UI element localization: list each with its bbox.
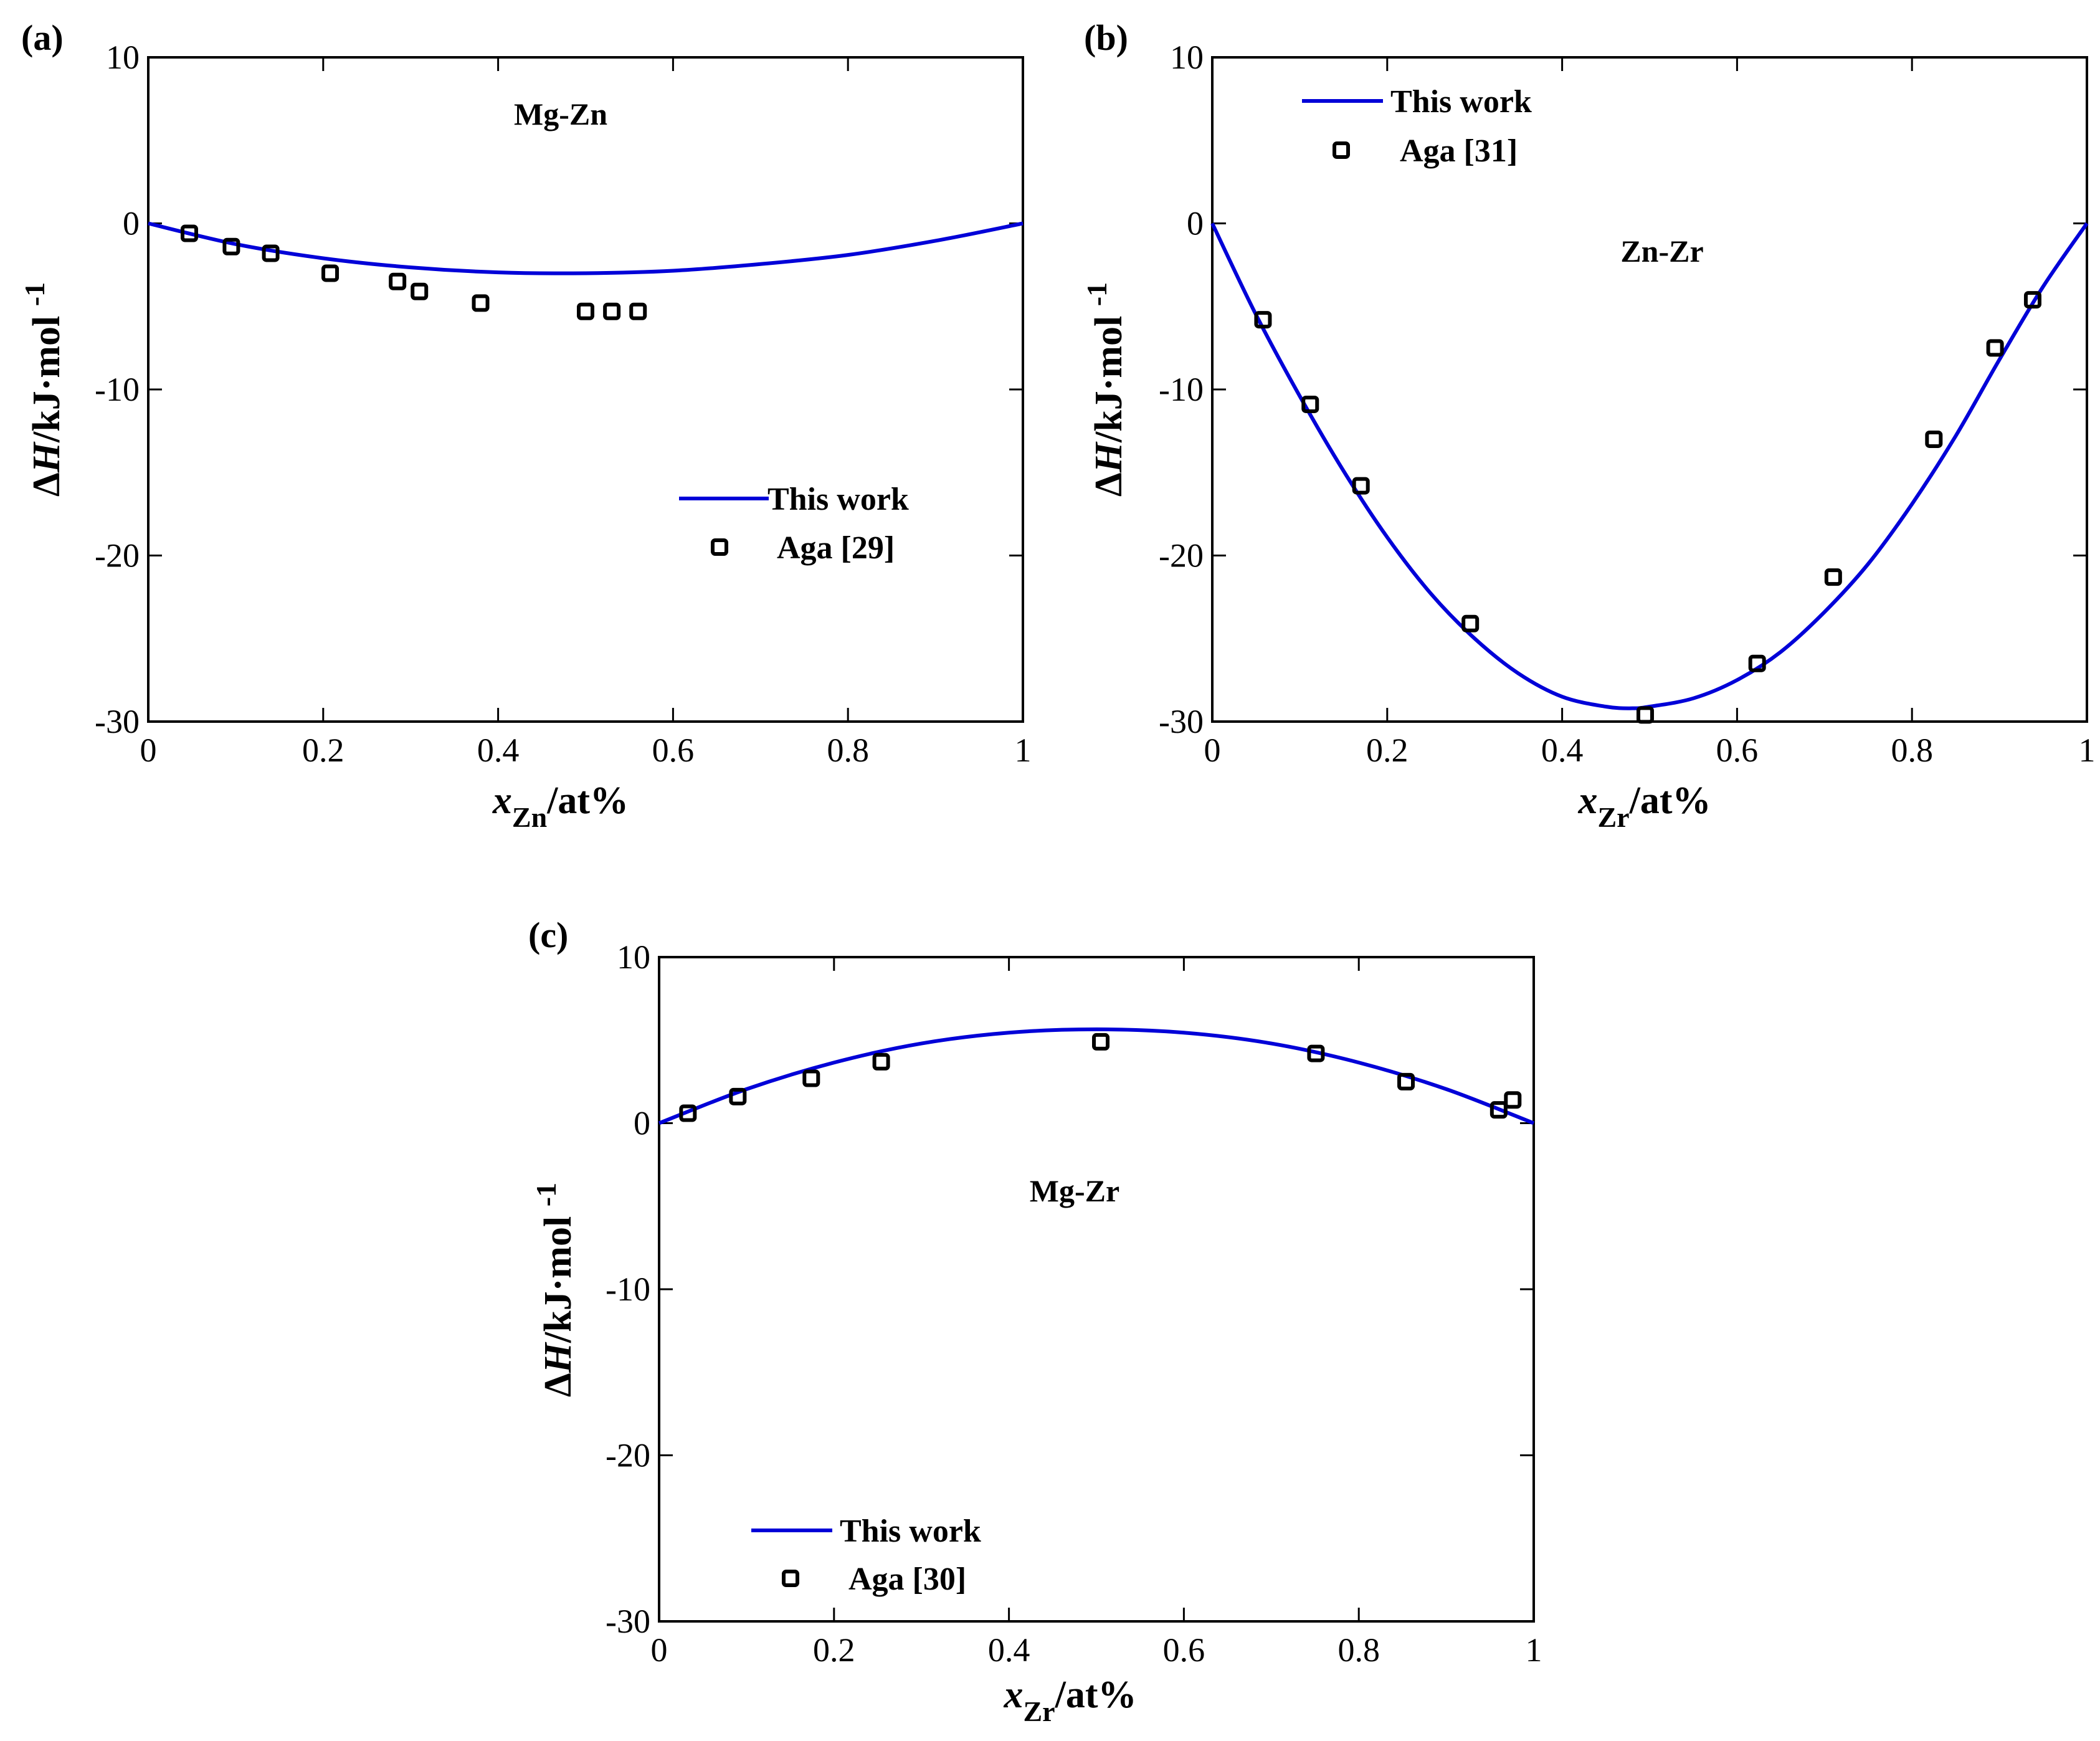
x-tick-label: 0.8	[827, 732, 869, 769]
chart-panel-2: (b) 0 0.2 0.4 0.6 0.8 1 10 0 -10 -20 -30 Zn-Zr This w…	[1081, 17, 2096, 833]
experimental-point	[472, 294, 490, 312]
legend-marker-swatch	[782, 1570, 799, 1587]
x-tick-label: 1	[1526, 1631, 1542, 1669]
system-annotation: Zn-Zr	[1620, 234, 1703, 269]
model-curve-line	[1210, 222, 2089, 710]
experimental-point	[1925, 430, 1943, 448]
y-axis-label: ΔH/kJ·mol -1	[1081, 282, 1130, 497]
legend-marker-label: Aga [29]	[777, 530, 895, 566]
x-tick-label: 0.2	[813, 1631, 855, 1669]
legend-line-label: This work	[840, 1514, 981, 1549]
experimental-point	[1986, 339, 2004, 357]
x-tick-label: 0	[651, 1631, 668, 1669]
legend-marker-swatch	[1333, 141, 1350, 159]
y-tick-label: 10	[1170, 39, 1204, 76]
experimental-point	[321, 264, 340, 282]
y-tick-label: -10	[1159, 371, 1204, 408]
experimental-point	[1824, 568, 1842, 586]
experimental-point	[1307, 1044, 1325, 1062]
y-tick-label: -30	[95, 703, 140, 740]
y-tick-label: -20	[95, 537, 140, 575]
x-tick-label: 0.4	[1541, 732, 1584, 769]
legend: This work Aga [29]	[679, 482, 909, 566]
x-axis-label: xZr/at%	[1578, 780, 1711, 833]
x-tick-label: 0	[140, 732, 157, 769]
y-axis-label: ΔH/kJ·mol -1	[19, 282, 68, 497]
experimental-point	[262, 244, 280, 262]
experimental-point	[577, 302, 594, 320]
experimental-point	[1352, 477, 1370, 495]
y-tick-label: 0	[634, 1105, 650, 1142]
experimental-point	[1636, 706, 1654, 724]
x-tick-label: 0.4	[988, 1631, 1030, 1669]
legend-marker-swatch	[711, 538, 728, 556]
panel-label: (a)	[21, 17, 64, 58]
x-tick-label: 0.6	[1716, 732, 1759, 769]
x-tick-label: 0.2	[302, 732, 344, 769]
x-tick-label: 0.8	[1337, 1631, 1380, 1669]
experimental-point	[872, 1052, 890, 1071]
x-tick-label: 0.2	[1366, 732, 1409, 769]
x-tick-label: 0.4	[477, 732, 520, 769]
system-annotation: Mg-Zr	[1030, 1173, 1119, 1208]
x-axis-label: xZn/at%	[492, 780, 629, 833]
y-tick-label: -30	[1159, 703, 1204, 740]
experimental-point	[180, 224, 198, 242]
x-tick-label: 1	[2079, 732, 2096, 769]
plot-frame	[147, 56, 1024, 723]
experimental-point	[389, 272, 407, 290]
experimental-point	[1489, 1101, 1508, 1119]
experimental-point	[1461, 614, 1480, 632]
legend-marker-label: Aga [30]	[848, 1562, 966, 1597]
legend: This work Aga [30]	[751, 1514, 981, 1597]
experimental-point	[1092, 1033, 1110, 1051]
y-tick-label: -30	[606, 1603, 650, 1640]
y-axis-label: ΔH/kJ·mol -1	[530, 1183, 579, 1397]
experimental-point	[1397, 1072, 1415, 1090]
y-tick-label: 10	[617, 938, 650, 976]
experimental-point	[603, 302, 621, 320]
chart-panel-3: (c) 0 0.2 0.4 0.6 0.8 1 10 0 -10 -20 -30 Mg-Zr This w…	[528, 915, 1542, 1727]
experimental-point	[411, 282, 429, 300]
x-tick-label: 0.6	[652, 732, 695, 769]
y-tick-label: 0	[123, 205, 140, 242]
x-tick-label: 1	[1015, 732, 1032, 769]
legend-line-label: This work	[1390, 84, 1532, 120]
experimental-point	[679, 1104, 697, 1122]
plot-frame	[658, 956, 1535, 1623]
experimental-point	[802, 1069, 820, 1087]
experimental-point	[1748, 654, 1766, 672]
panel-label: (c)	[528, 915, 568, 955]
x-axis-label: xZr/at%	[1004, 1674, 1137, 1727]
model-curve-line	[658, 1027, 1535, 1125]
y-tick-label: -20	[606, 1437, 650, 1474]
legend-line-label: This work	[767, 482, 909, 517]
y-tick-label: -10	[606, 1271, 650, 1308]
y-tick-label: 0	[1187, 205, 1204, 242]
experimental-point	[729, 1087, 747, 1105]
panel-label: (b)	[1084, 17, 1128, 58]
experimental-point	[1504, 1091, 1522, 1109]
x-tick-label: 0	[1204, 732, 1221, 769]
x-tick-label: 0.8	[1891, 732, 1933, 769]
experimental-point	[629, 302, 647, 320]
legend-marker-label: Aga [31]	[1400, 133, 1518, 169]
experimental-point	[222, 237, 240, 255]
experimental-point	[2023, 291, 2041, 309]
chart-panel-1: (a) 0 0.2 0.4 0.6 0.8 1 10 0 -10 -20 -30 Mg-Zn This w…	[19, 17, 1032, 833]
experimental-point	[1301, 395, 1319, 413]
experimental-point	[1254, 311, 1272, 329]
y-tick-label: -10	[95, 371, 140, 408]
system-annotation: Mg-Zn	[514, 97, 607, 131]
x-tick-label: 0.6	[1163, 1631, 1205, 1669]
model-curve-line	[148, 221, 1024, 275]
y-tick-label: 10	[106, 39, 140, 76]
legend: This work Aga [31]	[1302, 84, 1532, 169]
y-tick-label: -20	[1159, 537, 1204, 575]
